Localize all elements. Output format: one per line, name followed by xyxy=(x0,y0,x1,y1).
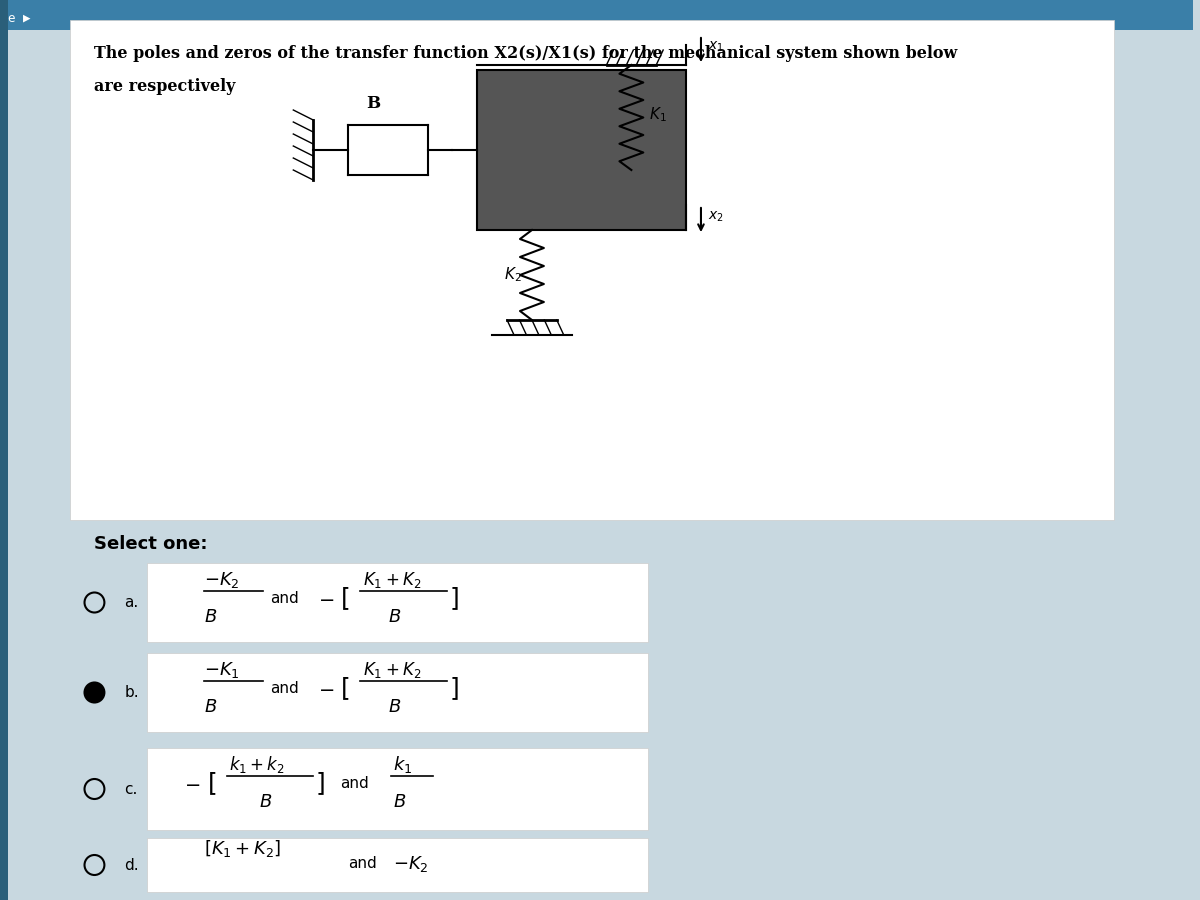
Text: $-K_2$: $-K_2$ xyxy=(204,570,240,590)
Text: $B$: $B$ xyxy=(388,608,401,625)
Text: $k_1+k_2$: $k_1+k_2$ xyxy=(229,754,284,775)
Text: $-$: $-$ xyxy=(318,679,335,698)
Text: d.: d. xyxy=(125,858,139,872)
Text: $]$: $]$ xyxy=(316,770,325,797)
Text: $K_1+K_2$: $K_1+K_2$ xyxy=(362,570,421,590)
Text: $k_1$: $k_1$ xyxy=(392,754,412,775)
Text: The poles and zeros of the transfer function X2(s)/X1(s) for the mechanical syst: The poles and zeros of the transfer func… xyxy=(95,45,958,62)
Text: $]$: $]$ xyxy=(450,675,460,702)
FancyBboxPatch shape xyxy=(148,748,648,830)
Text: $]$: $]$ xyxy=(450,585,460,612)
FancyBboxPatch shape xyxy=(0,0,8,900)
Text: and: and xyxy=(348,857,377,871)
FancyBboxPatch shape xyxy=(148,563,648,642)
FancyBboxPatch shape xyxy=(148,838,648,892)
Text: $B$: $B$ xyxy=(204,608,217,625)
Text: $-K_2$: $-K_2$ xyxy=(392,854,428,874)
Text: Select one:: Select one: xyxy=(95,535,208,553)
FancyBboxPatch shape xyxy=(148,653,648,732)
Text: $[$: $[$ xyxy=(340,585,349,612)
FancyBboxPatch shape xyxy=(478,70,686,230)
Text: B: B xyxy=(366,95,380,112)
Text: $x_2$: $x_2$ xyxy=(708,210,724,224)
Text: $[K_1+K_2]$: $[K_1+K_2]$ xyxy=(204,838,281,859)
FancyBboxPatch shape xyxy=(0,0,1193,30)
Text: and: and xyxy=(340,777,368,791)
Text: a.: a. xyxy=(125,595,138,610)
Text: $-$: $-$ xyxy=(184,775,200,794)
Text: and: and xyxy=(270,681,299,696)
FancyBboxPatch shape xyxy=(70,20,1114,520)
Text: $x_1$: $x_1$ xyxy=(708,40,724,54)
Text: $B$: $B$ xyxy=(388,698,401,716)
Text: $[$: $[$ xyxy=(340,675,349,702)
Text: and: and xyxy=(270,591,299,606)
Text: $K_1$: $K_1$ xyxy=(649,105,667,124)
Text: c.: c. xyxy=(125,781,138,797)
Text: $-$: $-$ xyxy=(318,589,335,608)
Text: $-K_1$: $-K_1$ xyxy=(204,660,240,680)
Text: $K_1+K_2$: $K_1+K_2$ xyxy=(362,660,421,680)
Text: b.: b. xyxy=(125,685,139,700)
Text: $B$: $B$ xyxy=(392,793,406,811)
Text: $B$: $B$ xyxy=(258,793,271,811)
Text: e ▶: e ▶ xyxy=(8,12,30,24)
Text: $K_2$: $K_2$ xyxy=(504,266,522,284)
Circle shape xyxy=(84,682,104,703)
Text: are respectively: are respectively xyxy=(95,78,236,95)
Text: $B$: $B$ xyxy=(204,698,217,716)
Text: $[$: $[$ xyxy=(206,770,216,797)
